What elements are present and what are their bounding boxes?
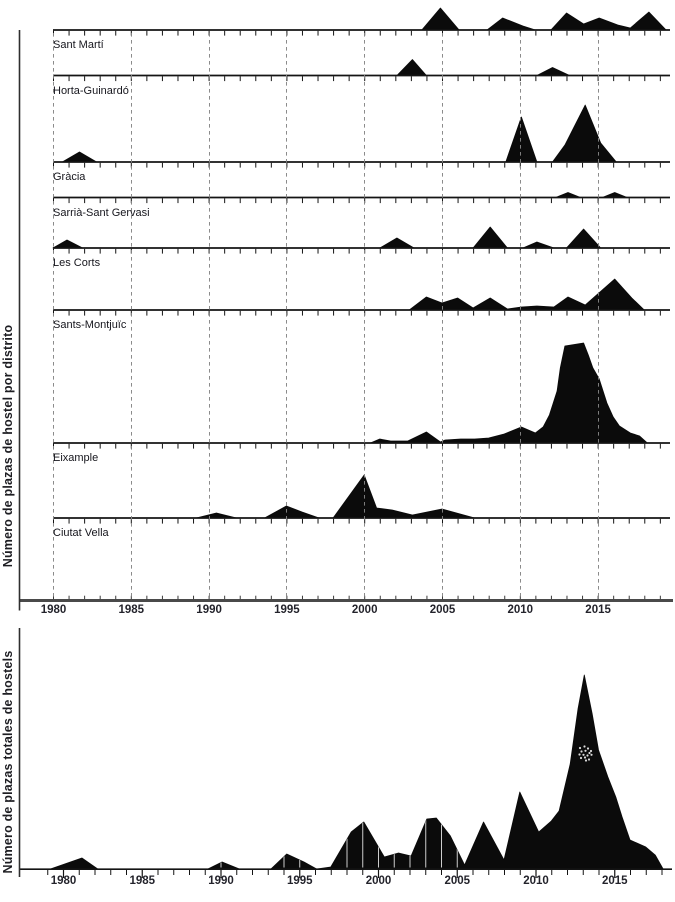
- district-label-eixample: Eixample: [53, 452, 99, 464]
- speckle-dot: [583, 756, 587, 759]
- speckle-dot: [586, 747, 590, 750]
- x-tick-label-bottom-1995: 1995: [286, 874, 313, 887]
- area-les-corts: [52, 226, 602, 249]
- x-tick-label-bottom-1990: 1990: [208, 874, 234, 887]
- x-tick-label-bottom-2000: 2000: [365, 874, 392, 887]
- x-tick-label-top-1995: 1995: [274, 604, 300, 616]
- x-tick-label-top-2005: 2005: [429, 604, 456, 616]
- x-tick-label-bottom-2010: 2010: [523, 874, 549, 887]
- y-axis-label-top: Número de plazas de hostel por distrito: [1, 324, 15, 568]
- speckle-dot: [583, 745, 586, 748]
- speckle-dot: [590, 753, 593, 756]
- y-axis-label-bottom: Número de plazas totales de hostels: [1, 650, 15, 874]
- x-tick-label-top-2015: 2015: [585, 604, 611, 616]
- speckle-dot: [586, 754, 589, 757]
- district-label-sant-marti: Sant Martí: [53, 39, 104, 51]
- district-label-gracia: Gràcia: [53, 171, 86, 183]
- speckle-dot: [588, 751, 591, 755]
- x-tick-label-bottom-2015: 2015: [601, 874, 628, 887]
- speckle-dot: [587, 758, 591, 761]
- area-total: [50, 674, 664, 870]
- speckle-dot: [589, 749, 593, 753]
- area-sants-montjuic: [408, 278, 645, 311]
- district-label-sarria-sant-gervasi: Sarrià-Sant Gervasi: [53, 206, 150, 219]
- area-eixample: [369, 342, 648, 444]
- district-label-ciutat-vella: Ciutat Vella: [53, 527, 109, 539]
- speckle-dot: [578, 753, 581, 756]
- x-tick-label-top-1985: 1985: [118, 604, 145, 616]
- district-label-les-corts: Les Corts: [53, 257, 101, 269]
- speckle-dot: [584, 749, 587, 752]
- speckle-dot: [579, 756, 583, 760]
- area-gracia: [61, 104, 617, 163]
- area-ciutat-vella: [195, 474, 476, 519]
- area-horta-guinardo: [396, 59, 570, 76]
- x-tick-label-top-1990: 1990: [196, 604, 222, 616]
- speckle-dot: [584, 759, 588, 762]
- speckle-dot: [582, 753, 585, 756]
- speckle-dot: [580, 750, 583, 753]
- speckle-dot: [578, 746, 582, 750]
- x-tick-label-bottom-1985: 1985: [129, 874, 156, 887]
- area-sant-marti: [421, 7, 667, 31]
- x-tick-label-bottom-1980: 1980: [50, 874, 77, 887]
- district-label-horta-guinardo: Horta-Guinardó: [53, 84, 129, 97]
- district-label-sants-montjuic: Sants-Montjuïc: [53, 319, 127, 331]
- x-tick-label-top-1980: 1980: [40, 604, 67, 616]
- x-tick-label-bottom-2005: 2005: [444, 874, 471, 887]
- x-tick-label-top-2010: 2010: [507, 604, 534, 616]
- x-tick-label-top-2000: 2000: [351, 604, 378, 616]
